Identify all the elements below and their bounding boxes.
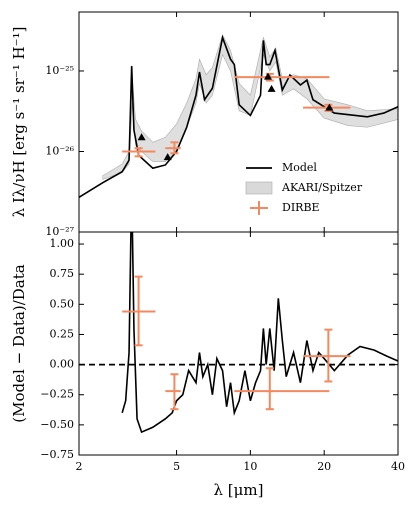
y-tick-label: 10⁻²⁵ xyxy=(45,64,74,77)
line xyxy=(121,232,398,434)
legend-label: DIRBE xyxy=(282,201,320,214)
y-tick-label: 0.75 xyxy=(50,267,75,280)
marker xyxy=(137,133,146,141)
marker xyxy=(325,103,334,111)
marker xyxy=(163,153,172,161)
line xyxy=(79,34,398,198)
y-tick-label: −0.75 xyxy=(40,448,74,461)
x-tick-label: 10 xyxy=(243,460,257,473)
y-tick-label: 10⁻²⁶ xyxy=(45,144,74,157)
y-tick-label: −0.50 xyxy=(40,418,74,431)
y-tick-label: 0.25 xyxy=(50,327,75,340)
plot-area xyxy=(79,34,398,198)
x-tick-label: 5 xyxy=(173,460,180,473)
plot-area xyxy=(79,232,398,434)
y-tick-label: 1.00 xyxy=(50,237,75,250)
x-tick-label: 2 xyxy=(76,460,83,473)
legend-label: Model xyxy=(282,161,317,174)
y-tick-label: 0.00 xyxy=(50,358,75,371)
axes-frame xyxy=(78,231,399,456)
x-tick-label: 20 xyxy=(317,460,331,473)
x-tick-label: 40 xyxy=(391,460,405,473)
band xyxy=(102,34,398,180)
x-axis-label: λ [μm] xyxy=(214,481,264,499)
marker xyxy=(264,72,273,80)
y-axis-label: λ Iλ/νH [erg s⁻¹ sr⁻¹ H⁻¹] xyxy=(10,27,28,218)
legend-label: AKARI/Spitzer xyxy=(281,181,363,194)
y-tick-label: 0.50 xyxy=(50,297,75,310)
y-axis-label: (Model − Data)/Data xyxy=(10,264,28,422)
marker xyxy=(267,84,276,92)
y-tick-label: −0.25 xyxy=(40,388,74,401)
y-tick-label: 10⁻²⁷ xyxy=(45,225,74,238)
legend-swatch xyxy=(245,181,273,195)
